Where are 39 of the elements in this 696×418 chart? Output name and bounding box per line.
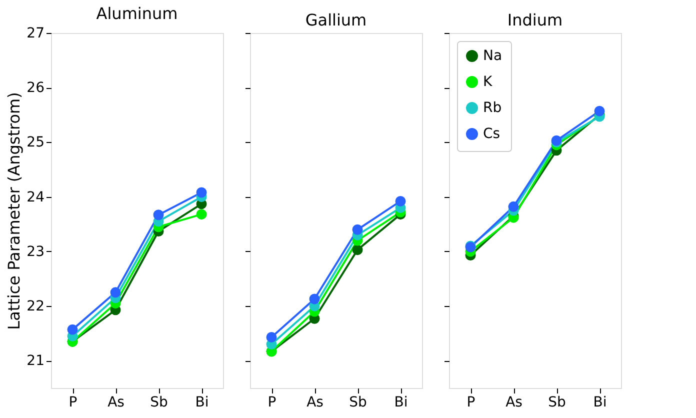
point (266, 332, 277, 342)
point (110, 287, 121, 298)
x-tick-label: Bi (394, 394, 408, 410)
point (67, 324, 78, 335)
y-tick-label: 22 (26, 298, 44, 315)
x-tick-label: Sb (150, 394, 168, 410)
y-tick-label: 27 (26, 26, 44, 42)
y-tick-label: 25 (26, 134, 44, 151)
x-tick-label: P (268, 394, 276, 410)
point (153, 210, 164, 220)
point (508, 201, 519, 212)
legend-label: Na (483, 48, 502, 64)
legend-label: Rb (483, 100, 502, 116)
point (196, 209, 207, 220)
point (395, 196, 406, 206)
point (196, 187, 207, 198)
point (594, 106, 605, 116)
legend-label: K (483, 74, 493, 90)
x-tick-label: As (506, 394, 522, 410)
y-tick-label: 26 (26, 80, 45, 96)
x-tick-label: P (68, 394, 78, 410)
x-tick-label: Sb (349, 394, 367, 410)
x-tick-label: Sb (548, 394, 566, 410)
y-axis-title: Lattice Parameter (Angstrom) (4, 92, 24, 330)
legend-label: Cs (483, 126, 500, 142)
x-tick-label: P (466, 394, 476, 410)
point (352, 244, 363, 256)
x-tick-label: As (108, 394, 124, 410)
y-tick-label: 21 (26, 353, 44, 370)
chart-title: Gallium (305, 10, 367, 30)
point (352, 224, 363, 235)
chart-title: Aluminum (96, 4, 178, 23)
point (309, 294, 320, 304)
x-tick-label: As (306, 394, 324, 410)
y-tick-label: 23 (26, 244, 44, 260)
x-tick-label: Bi (195, 394, 209, 410)
chart-title: Indium (507, 10, 563, 30)
x-tick-label: Bi (593, 394, 607, 410)
y-tick-label: 24 (26, 189, 45, 206)
